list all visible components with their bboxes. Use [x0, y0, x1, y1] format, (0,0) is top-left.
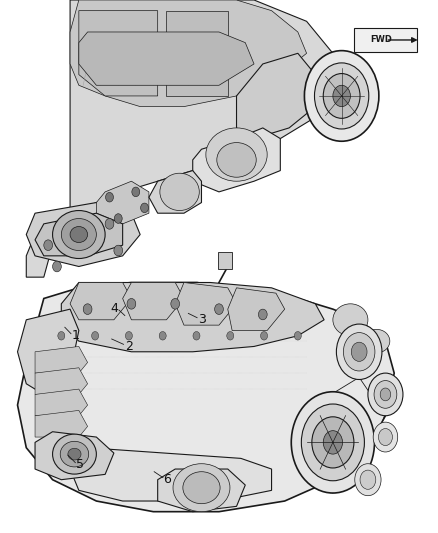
Circle shape [343, 333, 375, 371]
Circle shape [227, 332, 234, 340]
Polygon shape [35, 346, 88, 373]
Polygon shape [70, 448, 272, 501]
Ellipse shape [364, 329, 390, 353]
Polygon shape [35, 432, 114, 480]
Circle shape [312, 417, 354, 468]
FancyBboxPatch shape [354, 28, 417, 52]
Polygon shape [35, 410, 88, 437]
Ellipse shape [53, 434, 96, 474]
Polygon shape [61, 282, 324, 352]
Circle shape [323, 431, 343, 454]
Polygon shape [35, 389, 88, 416]
Circle shape [171, 298, 180, 309]
Ellipse shape [183, 472, 220, 504]
Text: 1: 1 [71, 329, 79, 342]
Circle shape [351, 342, 367, 361]
Circle shape [141, 203, 148, 213]
Polygon shape [18, 309, 79, 394]
Circle shape [92, 332, 99, 340]
Circle shape [127, 298, 136, 309]
Circle shape [378, 429, 392, 446]
Circle shape [258, 309, 267, 320]
Ellipse shape [60, 441, 88, 467]
Polygon shape [237, 53, 315, 139]
Ellipse shape [160, 173, 199, 211]
Circle shape [294, 332, 301, 340]
Circle shape [314, 63, 369, 129]
Circle shape [368, 373, 403, 416]
Circle shape [53, 261, 61, 272]
Circle shape [105, 219, 114, 229]
Text: 5: 5 [76, 458, 84, 471]
Circle shape [114, 245, 123, 256]
Polygon shape [70, 0, 307, 107]
Polygon shape [123, 282, 184, 320]
Circle shape [215, 304, 223, 314]
Circle shape [373, 422, 398, 452]
Ellipse shape [61, 219, 96, 251]
Circle shape [44, 240, 53, 251]
Circle shape [114, 214, 122, 223]
Text: 3: 3 [198, 313, 206, 326]
Text: 4: 4 [111, 302, 119, 314]
Circle shape [336, 324, 382, 379]
Polygon shape [35, 213, 123, 256]
Polygon shape [26, 0, 342, 277]
Polygon shape [79, 32, 254, 85]
Ellipse shape [70, 227, 88, 243]
Circle shape [380, 388, 391, 401]
Polygon shape [70, 282, 131, 320]
Text: 2: 2 [125, 340, 133, 353]
Ellipse shape [333, 304, 368, 336]
Circle shape [360, 470, 376, 489]
Ellipse shape [206, 128, 267, 181]
Circle shape [193, 332, 200, 340]
Ellipse shape [53, 211, 105, 259]
Polygon shape [18, 282, 394, 512]
Polygon shape [79, 11, 158, 96]
Polygon shape [158, 469, 245, 512]
Ellipse shape [217, 143, 256, 177]
Circle shape [374, 381, 397, 408]
Polygon shape [193, 128, 280, 192]
Ellipse shape [173, 464, 230, 512]
Circle shape [291, 392, 374, 493]
Circle shape [323, 74, 360, 118]
Polygon shape [175, 282, 237, 325]
Circle shape [159, 332, 166, 340]
Circle shape [304, 51, 379, 141]
Bar [218, 252, 232, 269]
Circle shape [132, 187, 140, 197]
Polygon shape [166, 11, 228, 96]
Circle shape [301, 404, 364, 481]
Text: 6: 6 [163, 473, 171, 486]
Circle shape [333, 85, 350, 107]
Polygon shape [96, 181, 149, 224]
Polygon shape [228, 288, 285, 330]
Circle shape [355, 464, 381, 496]
Circle shape [125, 332, 132, 340]
Circle shape [83, 304, 92, 314]
Polygon shape [26, 203, 140, 266]
Circle shape [58, 332, 65, 340]
Ellipse shape [68, 448, 81, 460]
Polygon shape [35, 368, 88, 394]
Text: FWD: FWD [370, 36, 392, 44]
Circle shape [261, 332, 268, 340]
Circle shape [106, 192, 113, 202]
Polygon shape [149, 171, 201, 213]
